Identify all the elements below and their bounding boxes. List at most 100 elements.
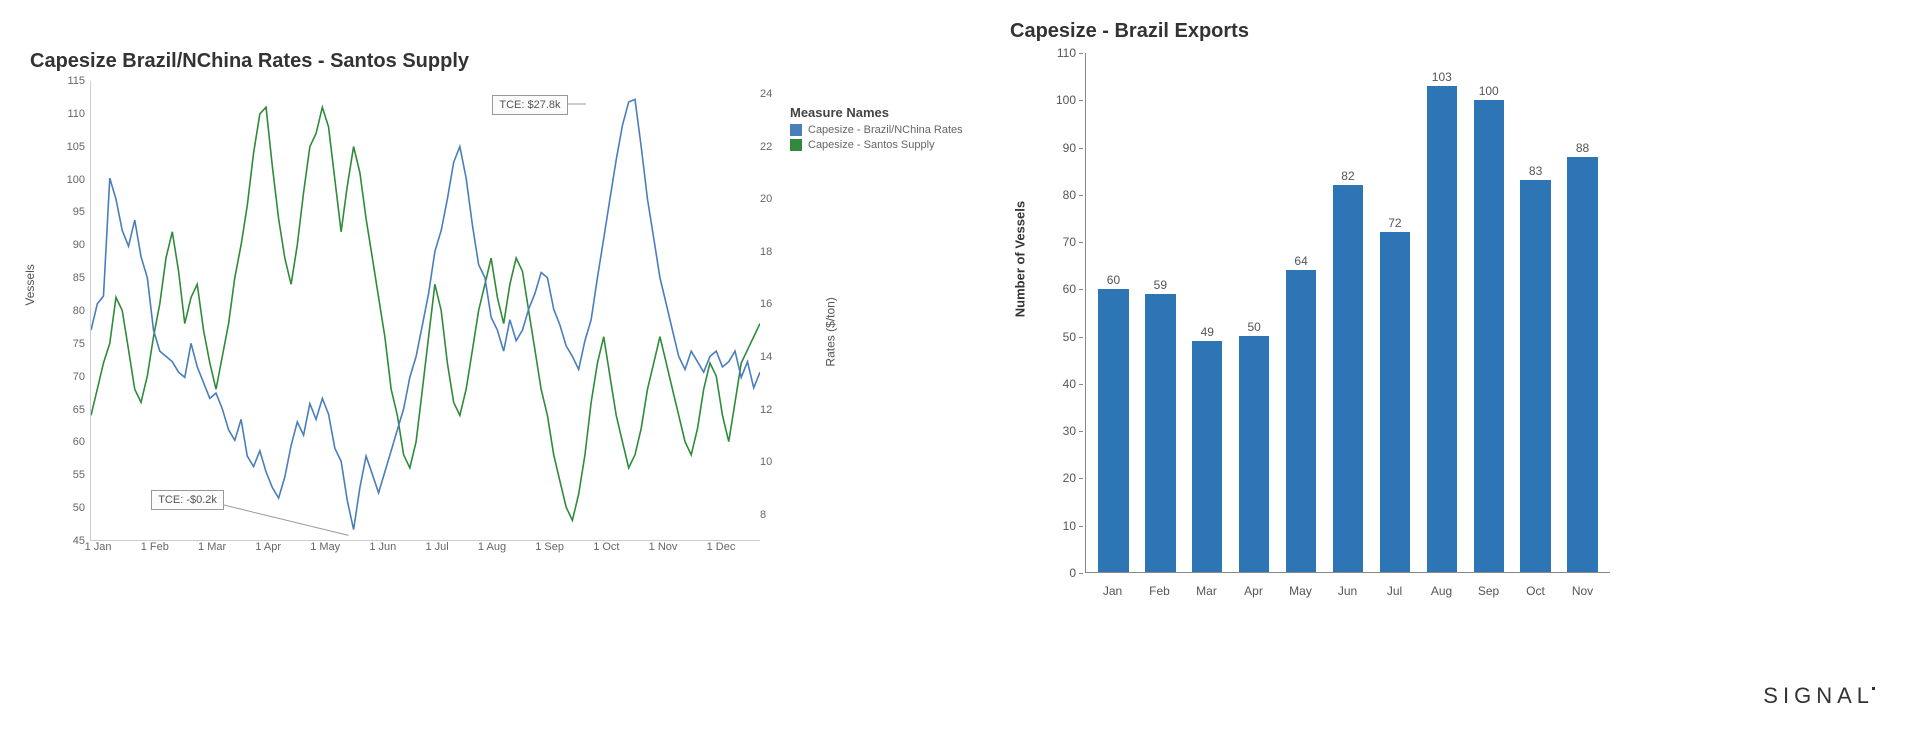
line-chart-panel: Capesize Brazil/NChina Rates - Santos Su… [0,0,980,734]
bar-chart-area: 0102030405060708090100110 Number of Vess… [1050,53,1610,613]
y-axis-right: 81012141618202224 [760,81,790,541]
bar-rect [1192,341,1222,572]
legend-item: Capesize - Santos Supply [790,139,963,151]
x-tick: 1 Jun [369,541,396,561]
bar-y-tick: 90 [1063,141,1076,155]
bar-x-axis: JanFebMarAprMayJunJulAugSepOctNov [1085,584,1610,598]
brand-dot-icon [1872,687,1875,690]
legend-items: Capesize - Brazil/NChina Rates Capesize -… [790,124,963,151]
bar-x-tick: Nov [1563,584,1602,598]
bar-x-tick: Apr [1234,584,1273,598]
bar-chart-title: Capesize - Brazil Exports [1010,20,1880,43]
x-tick: 1 Jan [85,541,112,561]
bar-rect [1520,180,1550,572]
bar-value-label: 59 [1154,278,1167,292]
legend: Measure Names Capesize - Brazil/NChina R… [790,105,963,154]
bar-column: 83 [1516,53,1555,572]
y-right-tick: 10 [760,456,790,468]
y-right-tick: 18 [760,246,790,258]
bar-y-tick: 30 [1063,424,1076,438]
bar-value-label: 64 [1294,254,1307,268]
brand-logo: SIGNAL [1763,683,1875,709]
bar-value-label: 103 [1432,70,1452,84]
y-left-tick: 75 [55,338,85,350]
line-chart-svg [91,81,760,540]
x-tick: 1 Oct [593,541,619,561]
bar-x-tick: Jun [1328,584,1367,598]
legend-swatch-icon [790,139,802,151]
x-tick: 1 Sep [535,541,564,561]
legend-label: Capesize - Brazil/NChina Rates [808,124,963,136]
bar-rect [1145,294,1175,572]
x-tick: 1 Feb [141,541,169,561]
bar-y-tick: 100 [1056,93,1076,107]
y-left-tick: 100 [55,174,85,186]
x-tick: 1 Nov [649,541,678,561]
y-left-tick: 115 [55,75,85,87]
y-right-tick: 20 [760,193,790,205]
bar-column: 88 [1563,53,1602,572]
bar-x-tick: Oct [1516,584,1555,598]
bar-value-label: 88 [1576,141,1589,155]
bar-rect [1333,185,1363,572]
y-left-tick: 85 [55,272,85,284]
brand-text: SIGNAL [1763,683,1874,708]
y-left-tick: 110 [55,108,85,120]
bar-x-tick: Aug [1422,584,1461,598]
bar-x-tick: Sep [1469,584,1508,598]
bar-value-label: 72 [1388,216,1401,230]
bar-y-tick: 110 [1057,46,1076,60]
bar-x-tick: Feb [1140,584,1179,598]
bar-y-axis-label: Number of Vessels [1013,201,1028,317]
x-tick: 1 Apr [255,541,281,561]
bar-x-tick: Mar [1187,584,1226,598]
bar-rect [1098,289,1128,572]
y-left-tick: 55 [55,469,85,481]
bar-column: 103 [1422,53,1461,572]
y-right-tick: 22 [760,141,790,153]
y-right-tick: 16 [760,298,790,310]
line-plot-area: TCE: $27.8kTCE: -$0.2k [90,81,760,541]
bar-column: 59 [1141,53,1180,572]
bar-y-tick: 10 [1063,519,1076,533]
bar-chart-panel: Capesize - Brazil Exports 01020304050607… [980,0,1920,734]
x-tick: 1 Aug [478,541,506,561]
y-right-tick: 12 [760,404,790,416]
x-tick: 1 Mar [198,541,226,561]
bar-value-label: 50 [1247,320,1260,334]
bar-value-label: 49 [1201,325,1214,339]
bar-y-tick: 40 [1063,377,1076,391]
y-left-tick: 80 [55,305,85,317]
x-axis: 1 Jan1 Feb1 Mar1 Apr1 May1 Jun1 Jul1 Aug… [60,541,760,561]
bar-column: 60 [1094,53,1133,572]
bar-y-tick: 60 [1063,282,1076,296]
y-left-tick: 105 [55,141,85,153]
bar-rect [1239,336,1269,572]
bar-value-label: 100 [1479,84,1499,98]
bar-column: 100 [1469,53,1508,572]
bar-rect [1380,232,1410,572]
annotation-label: TCE: -$0.2k [151,490,224,510]
bar-y-tick: 80 [1063,188,1076,202]
y-left-tick: 90 [55,239,85,251]
bar-y-axis: 0102030405060708090100110 [1045,53,1080,573]
legend-label: Capesize - Santos Supply [808,139,935,151]
y-axis-left: 4550556065707580859095100105110115 [55,81,85,541]
y-right-tick: 8 [760,509,790,521]
bar-rect [1427,86,1457,572]
legend-title: Measure Names [790,105,963,120]
bar-y-tick: 50 [1063,330,1076,344]
bar-x-tick: Jul [1375,584,1414,598]
bar-rect [1286,270,1316,572]
bar-column: 72 [1375,53,1414,572]
x-tick: 1 Jul [425,541,448,561]
bar-rect [1474,100,1504,572]
y-axis-left-label: Vessels [23,264,37,305]
line-chart-area: 4550556065707580859095100105110115 Vesse… [60,81,760,541]
bar-y-tick: 20 [1063,471,1076,485]
bar-column: 64 [1282,53,1321,572]
bar-value-label: 82 [1341,169,1354,183]
bar-x-tick: Jan [1093,584,1132,598]
y-left-tick: 95 [55,206,85,218]
y-left-tick: 65 [55,404,85,416]
